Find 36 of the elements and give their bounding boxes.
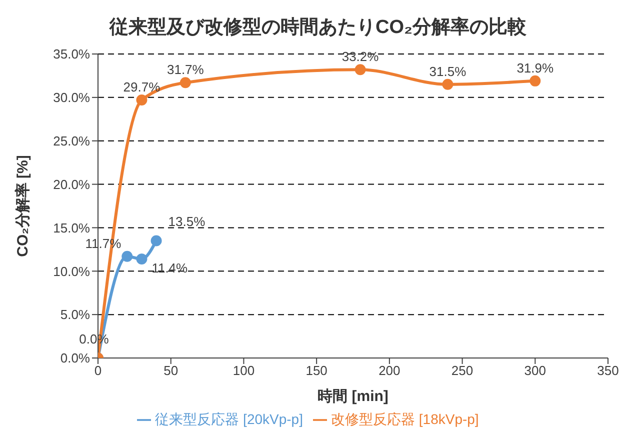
data-label: 13.5% <box>168 214 206 230</box>
x-tick-label: 350 <box>597 363 619 378</box>
point <box>530 75 541 86</box>
point <box>122 250 133 262</box>
y-axis-title: CO₂分解率 [%] <box>13 155 32 257</box>
point <box>136 94 148 106</box>
x-tick-label: 100 <box>232 363 255 378</box>
legend-label: 従来型反応器 [20kVp-p] <box>155 411 303 427</box>
x-tick-label: 300 <box>524 363 546 378</box>
x-tick-label: 250 <box>451 363 474 378</box>
point <box>354 64 366 76</box>
y-tick-label: 0.0% <box>60 350 90 366</box>
y-tick-label: 5.0% <box>60 307 90 322</box>
data-label: 31.5% <box>429 64 467 79</box>
point <box>136 253 148 264</box>
chart-title: 従来型及び改修型の時間あたりCO₂分解率の比較 <box>108 16 528 40</box>
y-tick-label: 25.0% <box>53 133 90 148</box>
data-label: 31.9% <box>516 60 554 76</box>
y-tick-label: 10.0% <box>53 264 90 279</box>
x-tick-label: 50 <box>164 363 178 378</box>
y-tick-label: 35.0% <box>53 46 90 62</box>
y-tick-label: 30.0% <box>53 90 90 106</box>
data-label: 11.4% <box>152 260 188 276</box>
point <box>180 77 191 88</box>
data-label: 29.7% <box>123 79 161 94</box>
x-tick-label: 0 <box>94 363 102 378</box>
legend-label: 改修型反応器 [18kVp-p] <box>331 411 479 427</box>
data-label: 33.2% <box>342 49 380 64</box>
point <box>150 235 162 246</box>
x-axis-title: 時間 [min] <box>318 388 388 405</box>
y-tick-label: 15.0% <box>53 220 90 236</box>
y-tick-label: 20.0% <box>53 176 90 192</box>
x-tick-label: 200 <box>378 363 400 378</box>
x-tick-label: 150 <box>306 363 328 378</box>
data-label: 31.7% <box>166 62 204 78</box>
point <box>442 78 454 90</box>
